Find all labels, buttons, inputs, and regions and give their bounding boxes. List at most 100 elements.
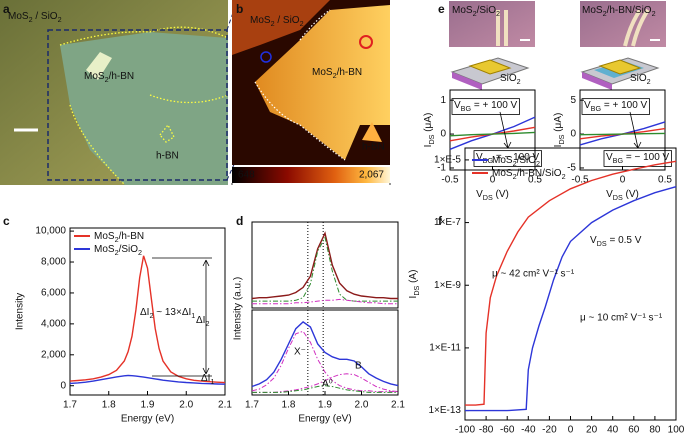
panel-label: e [438, 2, 445, 16]
guide-line [503, 142, 509, 149]
text-part: /SiO [517, 155, 537, 166]
x-tick-label: 1.8 [282, 400, 296, 411]
series-line [251, 231, 398, 300]
text-part: 1 [210, 377, 214, 386]
electrode [496, 10, 500, 46]
text-part: 2 [513, 172, 517, 181]
y-axis-label: Intensity [15, 293, 26, 330]
series-line [465, 186, 677, 412]
plot-frame [251, 221, 399, 309]
text-part: MoS [582, 5, 603, 16]
text-part: (μA) [423, 113, 434, 135]
y-tick-label: 6,000 [41, 288, 66, 299]
x-tick-label: 60 [628, 425, 640, 436]
contacts [468, 59, 512, 75]
y-tick-label: 1×E-9 [434, 280, 461, 291]
text-part: V [584, 100, 591, 111]
annotation: X⁻ [294, 347, 306, 358]
y-axis-label: Intensity (a.u.) [233, 277, 244, 340]
x-tick-label: -40 [521, 425, 536, 436]
guide-line [205, 259, 210, 267]
text-part: (V) [623, 189, 639, 200]
y-tick-label: -5 [567, 163, 576, 174]
text-part: BG [613, 156, 624, 165]
text-part: I [408, 296, 419, 299]
x-tick-label: 40 [607, 425, 619, 436]
annotation: VBG = + 100 V [584, 100, 648, 114]
y-tick-label: 1×E-7 [434, 217, 461, 228]
flake-highlight [86, 52, 112, 80]
text-part: 2 [205, 319, 209, 328]
text-part: V [476, 152, 483, 163]
series-line [449, 131, 536, 137]
text-part: DS [597, 239, 607, 248]
annotation: VBG = + 100 V [454, 100, 518, 114]
text-part: (A) [408, 270, 419, 286]
region-label: MoS2/h-BN [84, 71, 134, 85]
x-tick-label: 1.7 [245, 400, 259, 411]
text-part: ~ 13×ΔI [153, 307, 191, 318]
x-axis-label: VDS (V) [606, 189, 639, 203]
text-part: (μA) [553, 113, 564, 135]
text-part: 2 [271, 19, 275, 28]
x-tick-label: 2.0 [179, 400, 193, 411]
text-part: 2 [138, 248, 142, 257]
guide-line [637, 141, 642, 149]
y-axis-label: IDS (A) [408, 270, 422, 299]
text-part: / SiO [33, 11, 58, 22]
text-part: V [606, 189, 613, 200]
colorbar-label: 2,067 [359, 170, 384, 181]
text-part: I [423, 145, 434, 148]
series-line [579, 132, 666, 136]
x-tick-label: 0 [490, 175, 496, 186]
annotation: μ ~ 42 cm² V⁻¹ s⁻¹ [492, 269, 575, 280]
guide-line [202, 259, 207, 267]
text-part: V [476, 189, 483, 200]
x-tick-label: 80 [649, 425, 661, 436]
x-tick-label: 0 [620, 175, 626, 186]
region-label: h-BN [156, 151, 179, 162]
annotation: ΔI1 [201, 373, 214, 387]
text-part: MoS [94, 244, 115, 255]
text-part: /SiO [477, 5, 497, 16]
annotation: VBG = − 100 V [606, 152, 670, 166]
x-tick-label: 100 [668, 425, 685, 436]
y-tick-label: 10,000 [35, 226, 66, 237]
x-tick-label: 1.8 [102, 400, 116, 411]
inset-label: MoS2/h-BN/SiO2 [582, 5, 656, 19]
x-tick-label: -20 [542, 425, 557, 436]
region-label: h-BN [362, 142, 385, 153]
text-part: BG [483, 156, 494, 165]
guide-line [507, 141, 512, 149]
annotation-box [473, 150, 542, 167]
text-part: MoS [312, 67, 333, 78]
series-line [465, 160, 677, 406]
text-part: 2 [58, 15, 62, 24]
y-tick-label: 2,000 [41, 349, 66, 360]
text-part: = + 100 V [471, 100, 517, 111]
annotation: ΔI2 ~ 13×ΔI1 [140, 307, 195, 321]
x-tick-label: -60 [500, 425, 515, 436]
text-part: /h-BN [337, 67, 363, 78]
y-tick-label: 1×E-11 [429, 343, 461, 354]
x-axis-label: Energy (eV) [298, 414, 351, 425]
text-part: 2 [652, 9, 656, 18]
region-label: MoS2 / SiO2 [8, 11, 62, 25]
annotation-box [451, 98, 520, 115]
contacts [598, 59, 642, 75]
text-part: = − 100 V [493, 152, 539, 163]
x-tick-label: 0 [568, 425, 574, 436]
outline [69, 94, 229, 186]
text-part: 2 [562, 172, 566, 181]
zoom-box [47, 29, 228, 181]
annotation: μ ~ 10 cm² V⁻¹ s⁻¹ [580, 313, 663, 324]
text-part: MoS [94, 231, 115, 242]
text-part: 2 [496, 9, 500, 18]
text-part: DS [412, 285, 421, 295]
region [255, 5, 390, 160]
colorbar [232, 167, 390, 183]
text-part: 2 [647, 77, 651, 86]
inset-label: SiO2 [630, 73, 651, 87]
legend-label: MoS2/SiO2 [492, 155, 540, 169]
